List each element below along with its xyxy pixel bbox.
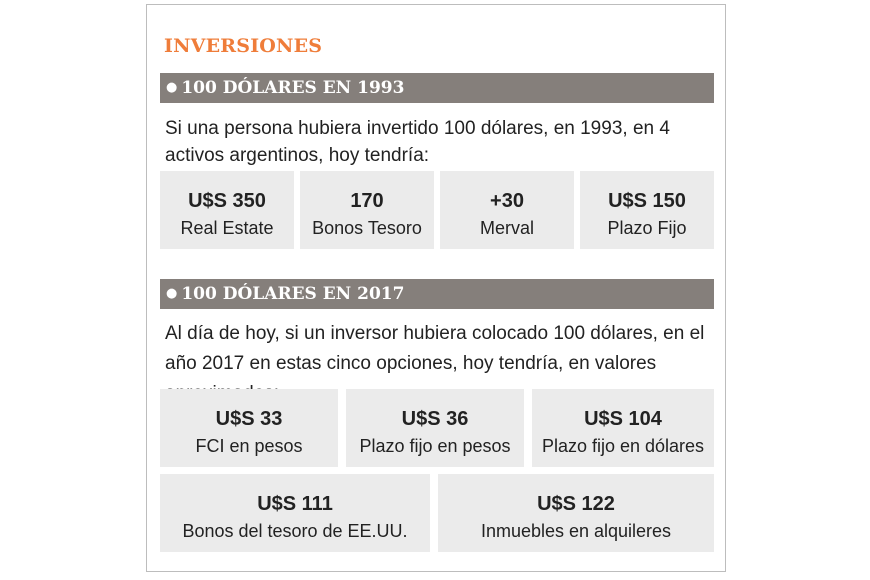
section-header-2017-label: 100 DÓLARES EN 2017 bbox=[181, 284, 405, 304]
stat-box-merval: +30 Merval bbox=[440, 171, 574, 249]
stat-value: 170 bbox=[350, 190, 384, 212]
stat-label: Plazo fijo en dólares bbox=[541, 436, 705, 456]
stat-box-plazo-fijo-pesos: U$S 36 Plazo fijo en pesos bbox=[346, 389, 524, 467]
stat-label: Plazo fijo en pesos bbox=[359, 436, 511, 456]
stat-label: Inmuebles en alquileres bbox=[480, 521, 672, 541]
stat-box-bonos-eeuu: U$S 111 Bonos del tesoro de EE.UU. bbox=[160, 474, 430, 552]
stat-value: U$S 122 bbox=[537, 493, 615, 515]
stat-value: +30 bbox=[490, 190, 524, 212]
stat-value: U$S 33 bbox=[215, 408, 283, 430]
stat-value: U$S 111 bbox=[257, 493, 333, 515]
stat-value: U$S 350 bbox=[188, 190, 266, 212]
stat-box-inmuebles: U$S 122 Inmuebles en alquileres bbox=[438, 474, 714, 552]
stat-label: Plazo Fijo bbox=[607, 218, 687, 238]
stat-value: U$S 150 bbox=[608, 190, 686, 212]
section-1993-text: Si una persona hubiera invertido 100 dól… bbox=[165, 118, 670, 166]
stat-label: Bonos del tesoro de EE.UU. bbox=[182, 521, 408, 541]
stat-value: U$S 104 bbox=[584, 408, 662, 430]
stat-box-fci-pesos: U$S 33 FCI en pesos bbox=[160, 389, 338, 467]
stat-value: U$S 36 bbox=[401, 408, 469, 430]
stat-label: Merval bbox=[479, 218, 534, 238]
infographic-card: INVERSIONES ● 100 DÓLARES EN 1993 Si una … bbox=[146, 4, 726, 572]
section-header-2017: ● 100 DÓLARES EN 2017 bbox=[160, 279, 714, 309]
section-header-1993: ● 100 DÓLARES EN 1993 bbox=[160, 73, 714, 103]
infographic-title: INVERSIONES bbox=[164, 35, 323, 57]
section-header-1993-label: 100 DÓLARES EN 1993 bbox=[181, 78, 405, 98]
bullet-icon: ● bbox=[166, 80, 178, 95]
bullet-icon: ● bbox=[166, 286, 178, 301]
stat-box-real-estate: U$S 350 Real Estate bbox=[160, 171, 294, 249]
stat-label: FCI en pesos bbox=[195, 436, 303, 456]
stat-box-plazo-fijo: U$S 150 Plazo Fijo bbox=[580, 171, 714, 249]
stat-label: Real Estate bbox=[180, 218, 274, 238]
stat-box-bonos-tesoro: 170 Bonos Tesoro bbox=[300, 171, 434, 249]
stat-box-plazo-fijo-dolares: U$S 104 Plazo fijo en dólares bbox=[532, 389, 714, 467]
stat-label: Bonos Tesoro bbox=[312, 218, 422, 238]
